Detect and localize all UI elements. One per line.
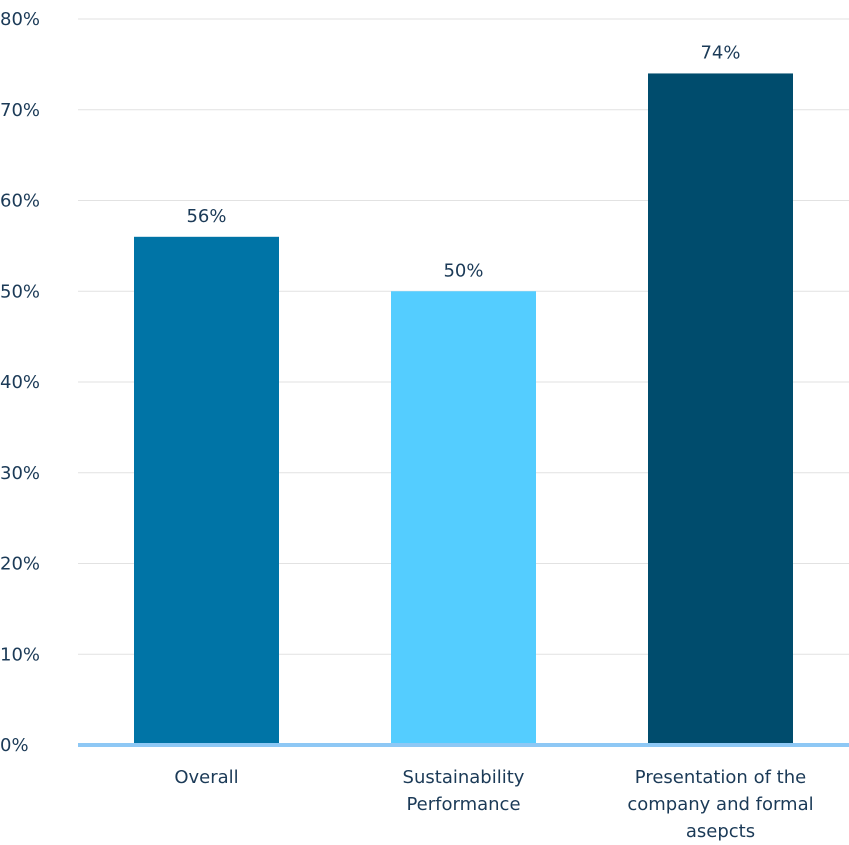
category-label-line: Performance <box>406 794 520 815</box>
y-tick-label: 50% <box>0 281 40 302</box>
bar <box>391 291 536 745</box>
bar <box>134 236 279 746</box>
y-tick-label: 60% <box>0 191 40 212</box>
data-label: 74% <box>700 42 740 63</box>
y-tick-label: 80% <box>0 9 40 30</box>
y-axis-ticks: 0% 10% 20% 30% 40% 50% 60% 70% 80% <box>0 9 40 756</box>
y-tick-label: 10% <box>0 644 40 665</box>
category-label-line: asepcts <box>686 821 755 842</box>
y-tick-label: 40% <box>0 372 40 393</box>
x-axis-categories: Overall Sustainability Performance Presenta… <box>174 767 813 842</box>
y-tick-label: 70% <box>0 100 40 121</box>
bars <box>134 73 793 746</box>
category-label: Overall <box>174 767 238 788</box>
y-tick-label: 30% <box>0 463 40 484</box>
data-label: 50% <box>443 260 483 281</box>
y-tick-label: 20% <box>0 554 40 575</box>
bar <box>648 73 793 745</box>
y-tick-label: 0% <box>0 735 29 756</box>
category-label-line: company and formal <box>627 794 813 815</box>
category-label-line: Sustainability <box>403 767 525 788</box>
data-label: 56% <box>186 206 226 227</box>
category-label: Presentation of the company and formal ase… <box>627 767 813 842</box>
data-labels: 56% 50% 74% <box>186 42 740 281</box>
category-label-line: Presentation of the <box>635 767 806 788</box>
category-label: Sustainability Performance <box>403 767 525 815</box>
category-label-line: Overall <box>174 767 238 788</box>
